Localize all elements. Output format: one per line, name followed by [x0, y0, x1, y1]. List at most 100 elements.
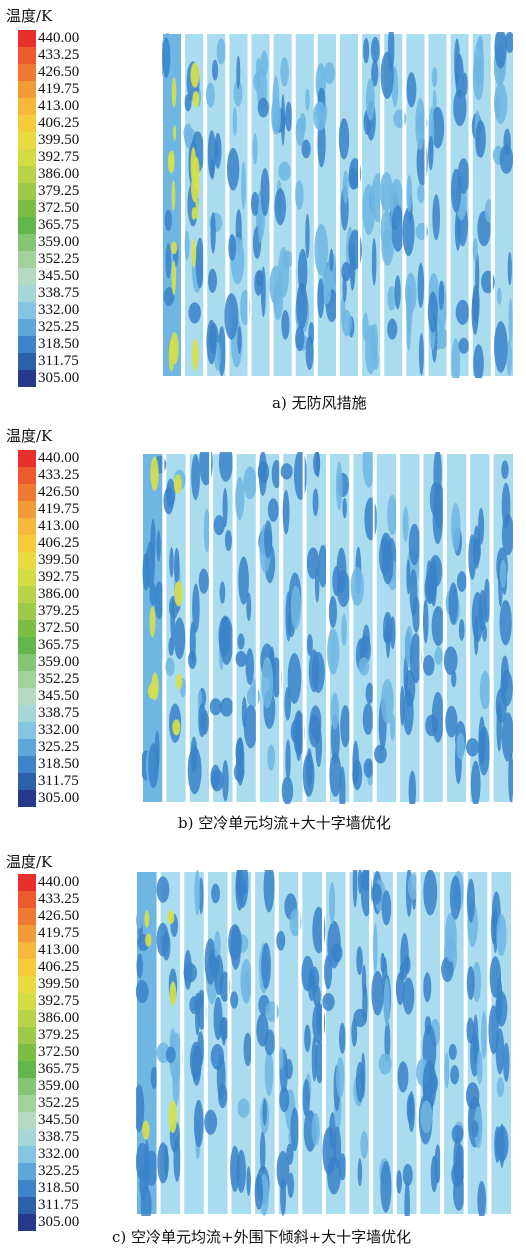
- legend-tick-label: 338.75: [38, 705, 80, 721]
- legend-swatch: [18, 654, 36, 671]
- temperature-field-svg: [142, 452, 515, 804]
- temperature-blotch: [364, 497, 378, 541]
- legend-tick-label: 338.75: [38, 285, 80, 301]
- hot-spot: [173, 474, 182, 494]
- temperature-blotch: [163, 287, 175, 307]
- legend-swatch: [18, 251, 36, 268]
- legend-swatch: [18, 722, 36, 739]
- fin-strip: [450, 32, 471, 378]
- temperature-field: [162, 32, 516, 378]
- temperature-blotch: [210, 212, 216, 254]
- legend-tick-label: 426.50: [38, 484, 80, 500]
- temperature-blotch: [201, 710, 209, 735]
- temperature-blotch: [315, 452, 321, 478]
- legend-tick-label: 305.00: [38, 1214, 80, 1230]
- temperature-blotch: [450, 1065, 460, 1085]
- temperature-blotch: [501, 460, 509, 480]
- temperature-blotch: [350, 567, 364, 607]
- temperature-blotch: [192, 583, 200, 633]
- temperature-blotch: [233, 79, 243, 107]
- hot-spot: [167, 910, 175, 925]
- temperature-blotch: [360, 1131, 369, 1159]
- temperature-blotch: [362, 184, 376, 235]
- temperature-blotch: [188, 302, 201, 324]
- temperature-blotch: [210, 764, 221, 790]
- temperature-blotch: [290, 585, 302, 629]
- temperature-blotch: [402, 506, 409, 542]
- temperature-blotch: [282, 250, 294, 268]
- legend-swatch: [18, 132, 36, 149]
- legend-tick-label: 359.00: [38, 234, 80, 250]
- temperature-blotch: [362, 703, 374, 736]
- temperature-blotch: [193, 1099, 204, 1148]
- temperature-blotch: [393, 109, 407, 128]
- legend-swatch: [18, 1163, 36, 1180]
- temperature-blotch: [428, 135, 434, 171]
- temperature-blotch: [184, 230, 190, 261]
- fin-strip: [276, 870, 302, 1216]
- legend-tick-label: 406.25: [38, 115, 80, 131]
- temperature-blotch: [214, 954, 224, 996]
- temperature-blotch: [317, 278, 325, 319]
- temperature-blotch: [453, 88, 467, 127]
- fin-strip: [142, 452, 167, 804]
- legend-swatch: [18, 234, 36, 251]
- temperature-blotch: [287, 1172, 295, 1198]
- legend-tick-label: 311.75: [38, 773, 79, 789]
- temperature-blotch: [473, 525, 481, 569]
- temperature-blotch: [454, 209, 461, 251]
- temperature-blotch: [156, 876, 170, 903]
- temperature-blotch: [213, 515, 225, 536]
- temperature-blotch: [235, 650, 247, 667]
- temperature-blotch: [218, 452, 233, 482]
- temperature-blotch: [172, 1061, 180, 1107]
- temperature-blotch: [472, 961, 482, 1002]
- temperature-blotch: [431, 605, 445, 647]
- temperature-blotch: [191, 454, 200, 500]
- temperature-blotch: [276, 930, 286, 951]
- temperature-blotch: [478, 716, 486, 766]
- temperature-blotch: [219, 697, 234, 717]
- hot-spot: [171, 260, 177, 296]
- hot-spot: [147, 683, 157, 699]
- temperature-blotch: [311, 1036, 318, 1082]
- legend-tick-label: 426.50: [38, 64, 80, 80]
- temperature-blotch: [267, 744, 275, 771]
- temperature-blotch: [407, 873, 419, 900]
- temperature-blotch: [358, 657, 370, 676]
- temperature-blotch: [508, 752, 514, 803]
- legend-swatch: [18, 200, 36, 217]
- temperature-blotch: [466, 878, 475, 923]
- temperature-blotch: [384, 1020, 391, 1063]
- temperature-blotch: [438, 280, 445, 311]
- temperature-blotch: [465, 1082, 480, 1110]
- legend-swatch: [18, 319, 36, 336]
- legend-swatch: [18, 501, 36, 518]
- temperature-blotch: [456, 571, 467, 592]
- temperature-blotch: [214, 930, 221, 961]
- temperature-blotch: [296, 283, 308, 330]
- temperature-blotch: [224, 293, 239, 340]
- fin-background: [396, 872, 417, 1214]
- temperature-blotch: [494, 82, 508, 125]
- temperature-blotch: [295, 117, 305, 146]
- temperature-blotch: [246, 592, 252, 622]
- temperature-blotch: [235, 877, 247, 897]
- legend-tick-label: 413.00: [38, 98, 80, 114]
- temperature-blotch: [499, 559, 507, 588]
- temperature-blotch: [427, 291, 438, 333]
- legend-swatch: [18, 115, 36, 132]
- temperature-blotch: [352, 740, 360, 786]
- fin-strip: [493, 452, 515, 804]
- legend-swatch: [18, 217, 36, 234]
- temperature-blotch: [302, 1078, 310, 1117]
- temperature-blotch: [489, 956, 502, 998]
- temperature-blotch: [317, 119, 326, 168]
- temperature-blotch: [278, 161, 291, 181]
- temperature-blotch: [404, 1180, 410, 1216]
- temperature-field-svg: [162, 32, 515, 378]
- temperature-blotch: [173, 617, 186, 660]
- temperature-blotch: [238, 556, 249, 605]
- temperature-blotch: [496, 913, 507, 956]
- temperature-blotch: [443, 646, 458, 675]
